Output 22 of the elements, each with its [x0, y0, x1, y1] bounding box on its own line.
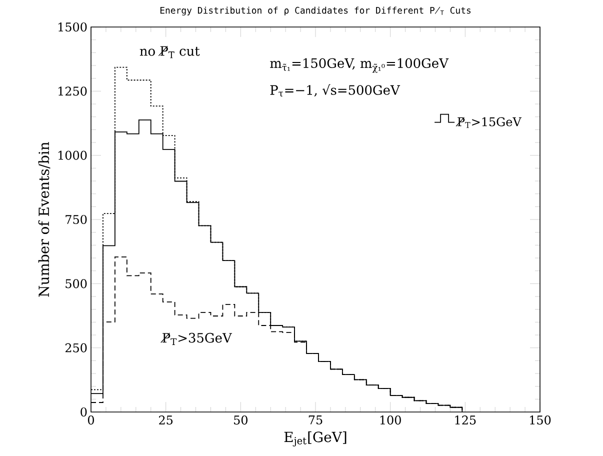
x-tick-label: 75: [308, 416, 322, 424]
y-tick-label: 1500: [58, 22, 87, 32]
x-tick-label: 150: [530, 416, 551, 425]
y-tick-label: 1000: [58, 150, 87, 160]
x-tick-label: 50: [234, 416, 248, 425]
x-tick-label: 25: [159, 416, 173, 425]
x-tick-label: 125: [455, 416, 476, 425]
legend-label: P̸$_{T}$>15GeV: [456, 117, 522, 128]
annotation: P̸$_{T}$>35GeV: [160, 332, 232, 345]
x-tick-label: 100: [380, 416, 401, 425]
y-tick-label: 0: [80, 407, 87, 417]
x-axis-title: E$_{jet}$[GeV]: [284, 431, 346, 446]
y-tick-label: 250: [65, 343, 87, 352]
y-tick-label: 1250: [58, 86, 87, 96]
annotation: P$_{τ}$=−1, √s=500GeV: [270, 84, 400, 97]
annotation: no P̸$_{T}$ cut: [140, 46, 200, 58]
y-tick-label: 500: [66, 279, 87, 288]
y-axis-title: Number of Events/bin: [38, 142, 50, 297]
x-tick-label: 0: [88, 416, 94, 425]
y-tick-label: 750: [66, 214, 87, 224]
chart-title: Energy Distribution of ρ Candidates for Different P̸$_{T}$ Cuts: [160, 6, 471, 16]
annotation: m$_{τ̃₁}$=150GeV, m$_{χ̃₁⁰}$=100GeV: [270, 58, 449, 73]
